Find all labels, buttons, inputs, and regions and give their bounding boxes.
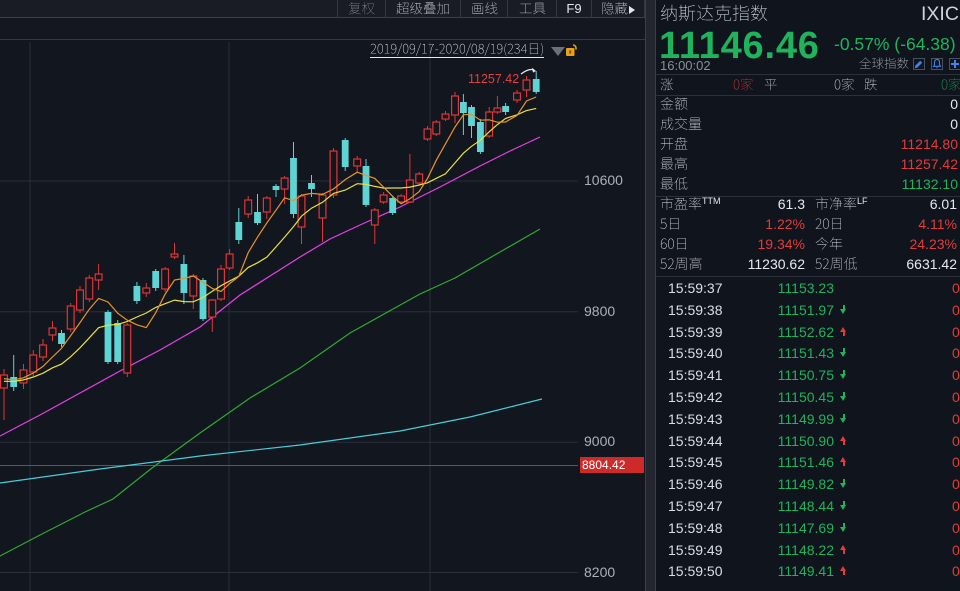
svg-text:11257.42: 11257.42 xyxy=(468,72,519,86)
